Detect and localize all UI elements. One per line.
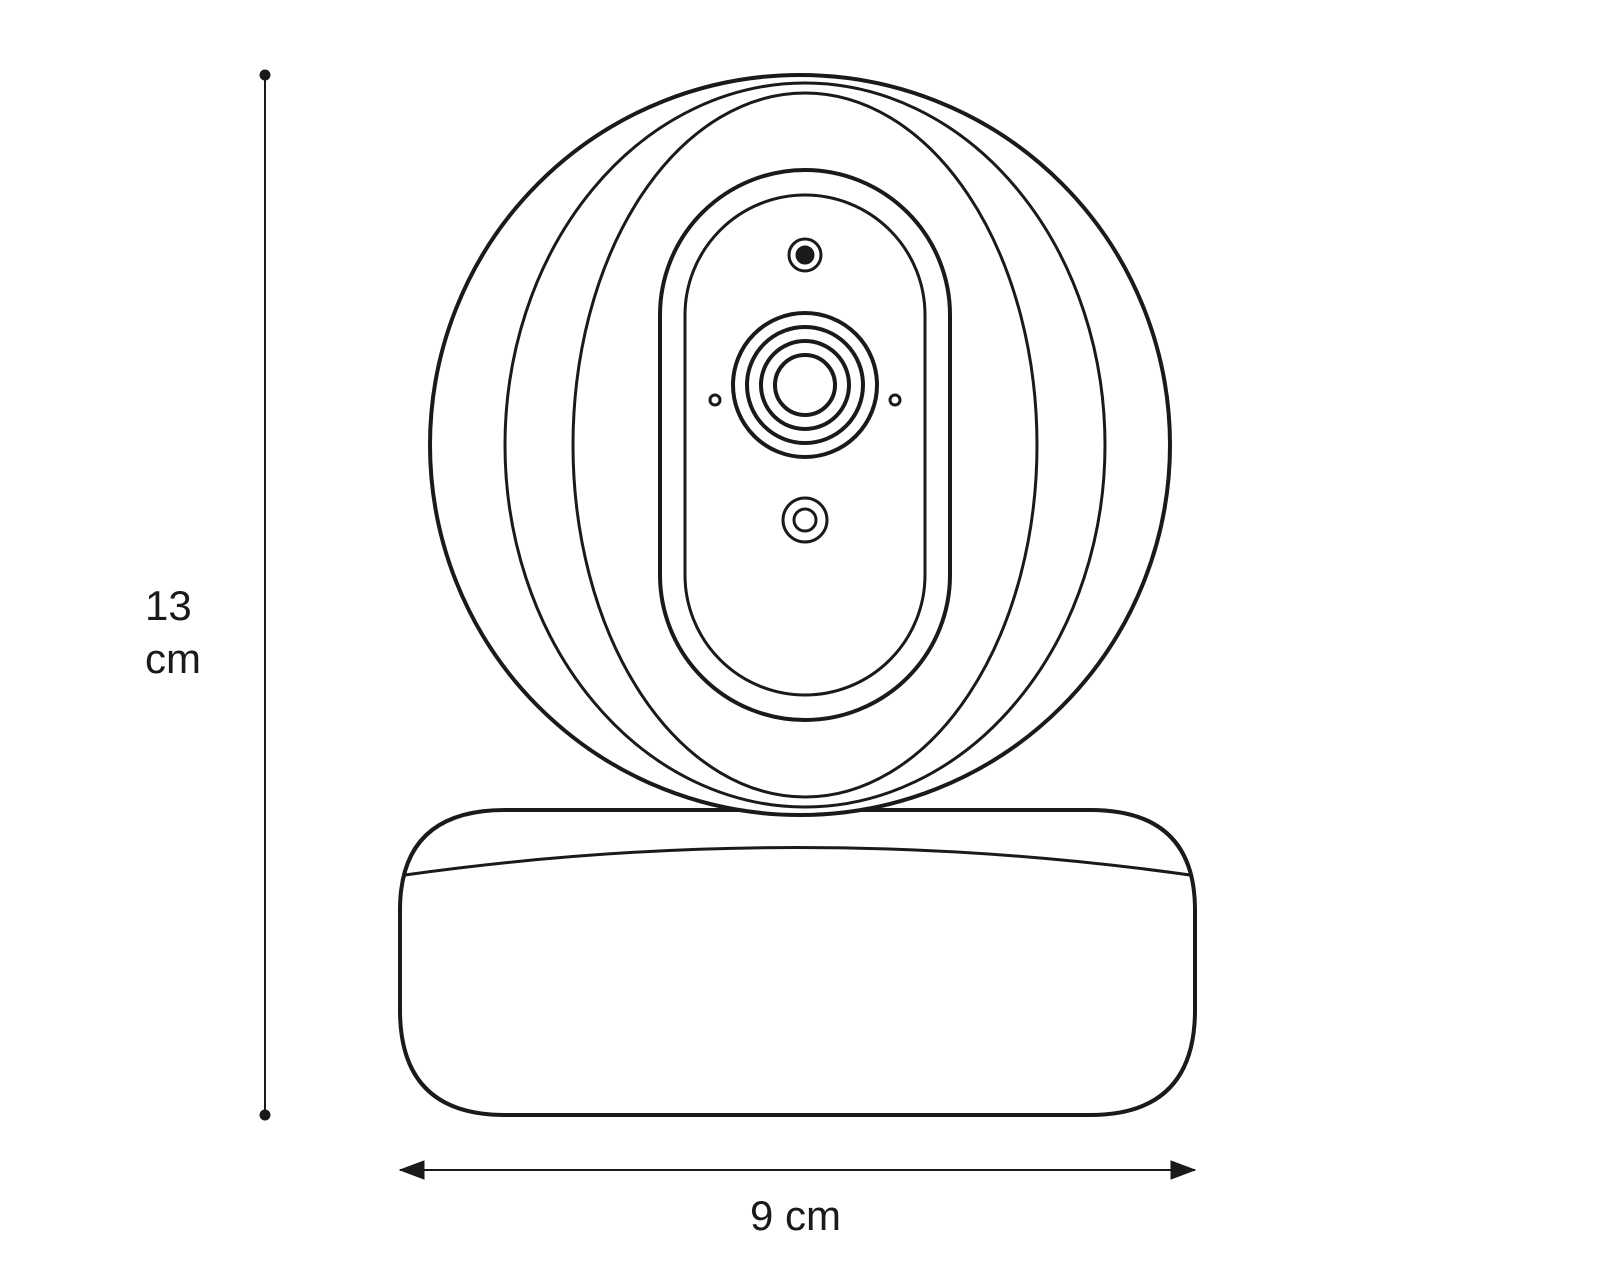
width-dimension-line xyxy=(400,1161,1195,1179)
camera-diagram-svg xyxy=(0,0,1600,1280)
height-dimension-label: 13 cm xyxy=(145,580,201,685)
height-dimension-line xyxy=(260,70,270,1120)
width-dimension-label: 9 cm xyxy=(750,1190,841,1243)
height-unit: cm xyxy=(145,635,201,682)
camera-base xyxy=(400,810,1195,1115)
diagram-container: 13 cm 9 cm xyxy=(0,0,1600,1280)
height-value: 13 xyxy=(145,582,192,629)
